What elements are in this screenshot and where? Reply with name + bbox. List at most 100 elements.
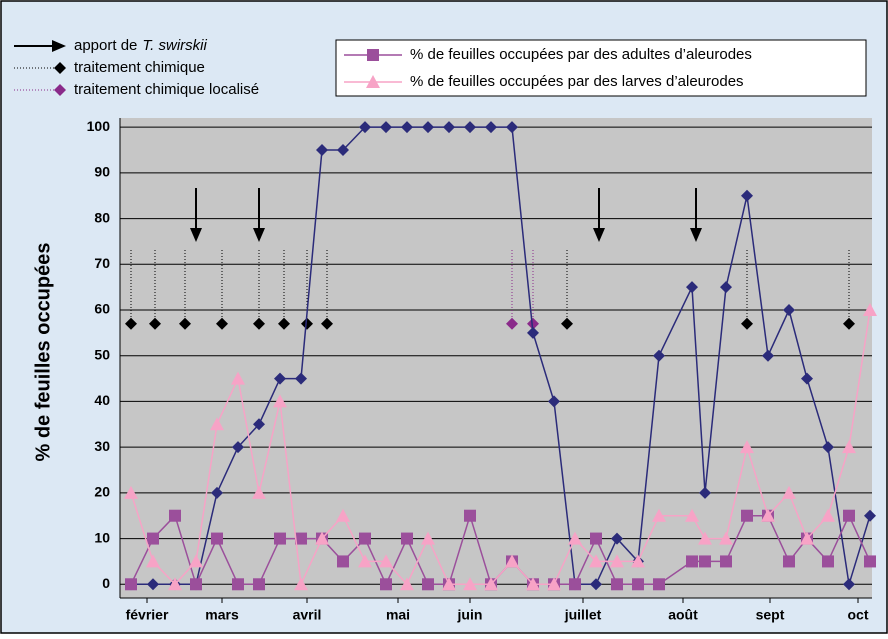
legend-box xyxy=(335,39,867,97)
marker xyxy=(316,144,328,156)
y-tick-label: 70 xyxy=(94,255,110,271)
marker xyxy=(253,418,265,431)
marker xyxy=(253,317,265,330)
marker xyxy=(699,486,711,499)
marker xyxy=(315,531,329,545)
marker xyxy=(401,532,413,545)
y-tick-label: 60 xyxy=(94,301,110,317)
marker xyxy=(526,577,540,591)
marker xyxy=(232,441,244,454)
marker xyxy=(146,554,160,568)
marker xyxy=(231,371,245,385)
x-tick-label: oct xyxy=(848,607,869,623)
y-tick-label: 0 xyxy=(102,575,110,591)
x-tick-label: mai xyxy=(386,607,410,623)
series-line xyxy=(131,126,871,586)
marker xyxy=(169,509,181,522)
marker xyxy=(822,555,834,568)
marker xyxy=(783,555,795,568)
marker xyxy=(274,372,286,385)
marker xyxy=(464,121,476,134)
marker xyxy=(211,486,223,499)
marker xyxy=(252,485,266,499)
arrow-head xyxy=(190,228,202,242)
marker xyxy=(611,578,623,591)
marker xyxy=(569,578,581,591)
x-tick-label: février xyxy=(126,607,169,623)
arrow-head xyxy=(253,228,265,242)
y-tick-label: 80 xyxy=(94,209,110,225)
marker xyxy=(485,121,497,134)
y-tick-label: 100 xyxy=(87,118,111,134)
x-tick-label: juillet xyxy=(564,607,602,623)
x-tick-label: mars xyxy=(205,607,239,623)
marker xyxy=(653,578,665,591)
marker xyxy=(720,281,732,294)
marker xyxy=(801,372,813,385)
marker xyxy=(741,509,753,522)
marker xyxy=(590,578,602,591)
marker xyxy=(652,508,666,522)
marker xyxy=(380,578,392,591)
marker xyxy=(698,531,712,545)
x-tick-label: sept xyxy=(756,607,785,623)
marker xyxy=(506,121,518,134)
marker xyxy=(442,577,456,591)
y-tick-label: 40 xyxy=(94,392,110,408)
marker xyxy=(505,554,519,568)
marker xyxy=(358,554,372,568)
legend-label: % de feuilles occupées par des larves d’… xyxy=(410,73,744,90)
marker xyxy=(741,189,753,202)
marker xyxy=(463,577,477,591)
marker xyxy=(686,555,698,568)
marker xyxy=(211,532,223,545)
marker xyxy=(484,577,498,591)
marker xyxy=(359,532,371,545)
marker xyxy=(179,317,191,330)
marker xyxy=(294,577,308,591)
marker xyxy=(216,317,228,330)
marker xyxy=(190,578,202,591)
legend-label: % de feuilles occupées par des adultes d… xyxy=(410,46,752,63)
marker xyxy=(843,509,855,522)
marker xyxy=(295,532,307,545)
marker xyxy=(54,62,66,74)
marker xyxy=(422,578,434,591)
marker xyxy=(443,121,455,134)
marker xyxy=(147,532,159,545)
marker xyxy=(864,509,876,522)
x-tick-label: juin xyxy=(457,607,483,623)
series-line xyxy=(130,309,871,588)
marker xyxy=(337,144,349,156)
marker xyxy=(685,508,699,522)
marker xyxy=(653,349,665,362)
marker xyxy=(464,509,476,522)
marker xyxy=(273,394,287,408)
x-tick-label: avril xyxy=(293,607,322,623)
marker xyxy=(321,317,333,330)
marker xyxy=(210,417,224,431)
y-axis-label: % de feuilles occupées xyxy=(32,243,54,462)
marker xyxy=(632,578,644,591)
marker xyxy=(278,317,290,330)
legend-label: apport de T. swirskii xyxy=(74,37,208,54)
marker xyxy=(631,554,645,568)
marker xyxy=(761,508,775,522)
marker xyxy=(800,531,814,545)
marker xyxy=(337,555,349,568)
marker xyxy=(843,317,855,330)
y-tick-label: 10 xyxy=(94,529,110,545)
x-tick-label: août xyxy=(668,607,698,623)
marker xyxy=(719,531,733,545)
marker xyxy=(610,554,624,568)
marker xyxy=(561,317,573,330)
marker xyxy=(400,577,414,591)
marker xyxy=(380,121,392,134)
marker xyxy=(821,508,835,522)
marker xyxy=(274,532,286,545)
legend-label-part: T. swirskii xyxy=(142,37,207,54)
legend-label: traitement chimique localisé xyxy=(74,81,259,98)
marker xyxy=(366,75,380,88)
marker xyxy=(125,317,137,330)
marker xyxy=(548,395,560,408)
